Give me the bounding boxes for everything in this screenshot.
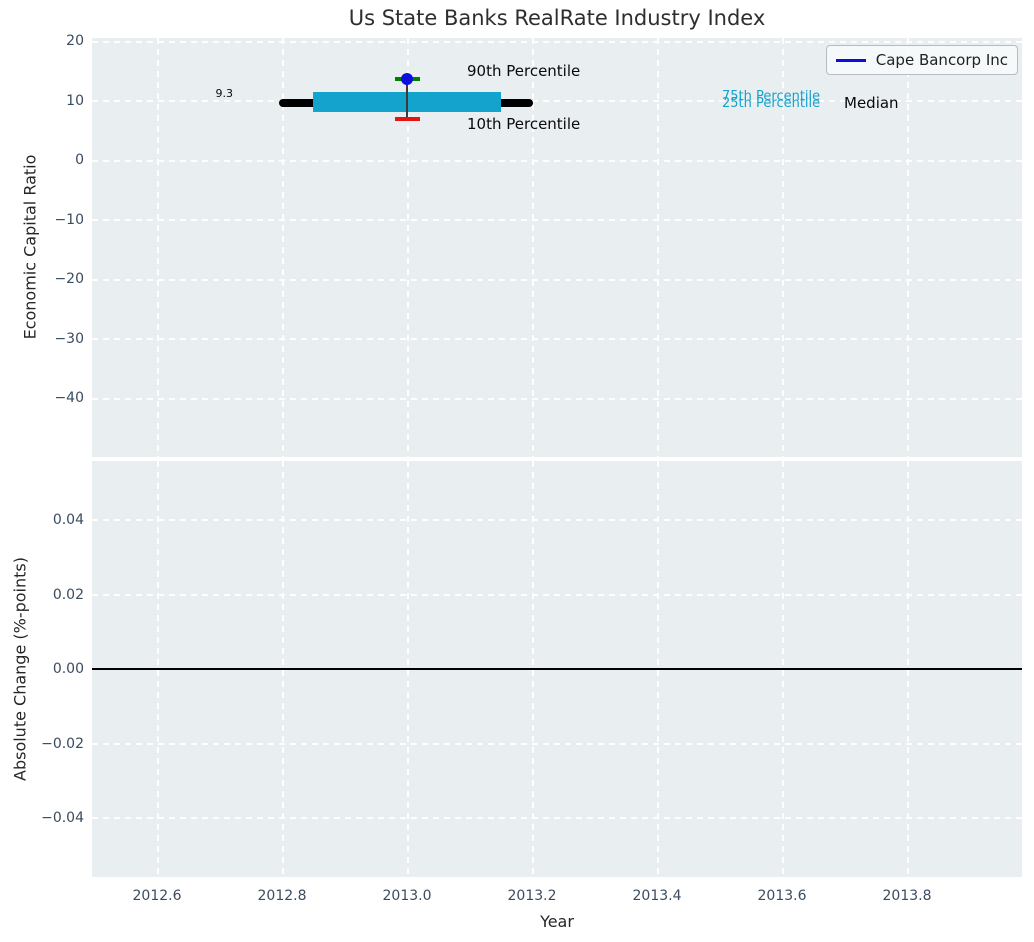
y-tick-label: 20 bbox=[66, 33, 84, 49]
annotation-75th-percentile: 75th Percentile bbox=[722, 89, 821, 104]
gridline bbox=[92, 398, 1022, 400]
gridline bbox=[407, 38, 409, 457]
bottom-axes bbox=[92, 461, 1022, 877]
gridline bbox=[532, 38, 534, 457]
gridline bbox=[92, 743, 1022, 745]
x-tick-label: 2013.0 bbox=[382, 888, 432, 904]
chart-title: Us State Banks RealRate Industry Index bbox=[348, 6, 766, 30]
whisker-line bbox=[406, 79, 408, 120]
gridline bbox=[907, 38, 909, 457]
top-y-axis-label: Economic Capital Ratio bbox=[20, 154, 40, 340]
y-tick-label: 0.04 bbox=[52, 512, 84, 528]
y-tick-label: 0.00 bbox=[52, 661, 84, 677]
gridline bbox=[92, 219, 1022, 221]
legend: Cape Bancorp Inc bbox=[826, 45, 1018, 75]
zero-reference-line bbox=[92, 668, 1022, 670]
x-axis-label: Year bbox=[540, 912, 574, 931]
annotation-median-value: 9.3 bbox=[215, 87, 234, 100]
x-tick-label: 2012.8 bbox=[257, 888, 307, 904]
gridline bbox=[92, 160, 1022, 162]
top-axes: 9.3 90th Percentile 10th Percentile 75th… bbox=[92, 38, 1022, 457]
gridline bbox=[92, 594, 1022, 596]
y-tick-label: −0.02 bbox=[41, 736, 84, 752]
gridline bbox=[92, 817, 1022, 819]
gridline bbox=[92, 100, 1022, 102]
gridline bbox=[92, 41, 1022, 43]
gridline bbox=[157, 38, 159, 457]
x-tick-label: 2013.2 bbox=[507, 888, 557, 904]
gridline bbox=[282, 38, 284, 457]
x-tick-label: 2013.4 bbox=[632, 888, 682, 904]
x-tick-label: 2013.6 bbox=[757, 888, 807, 904]
y-tick-label: −40 bbox=[54, 390, 84, 406]
annotation-median: Median bbox=[844, 94, 899, 112]
y-tick-label: −0.04 bbox=[41, 810, 84, 826]
company-marker bbox=[401, 73, 413, 85]
gridline bbox=[782, 38, 784, 457]
gridline bbox=[657, 38, 659, 457]
annotation-25th-percentile: 25th Percentile bbox=[722, 96, 821, 111]
y-tick-label: −30 bbox=[54, 331, 84, 347]
x-tick-label: 2013.8 bbox=[882, 888, 932, 904]
annotation-10th-percentile: 10th Percentile bbox=[467, 115, 581, 133]
p10-cap bbox=[395, 117, 420, 121]
legend-line-sample bbox=[836, 58, 866, 62]
gridline bbox=[92, 338, 1022, 340]
y-tick-label: 0 bbox=[75, 152, 84, 168]
y-tick-label: −10 bbox=[54, 212, 84, 228]
x-tick-label: 2012.6 bbox=[132, 888, 182, 904]
gridline bbox=[92, 519, 1022, 521]
y-tick-label: 0.02 bbox=[52, 587, 84, 603]
y-tick-label: −20 bbox=[54, 271, 84, 287]
y-tick-label: 10 bbox=[66, 93, 84, 109]
bottom-y-axis-label: Absolute Change (%-points) bbox=[10, 557, 30, 781]
gridline bbox=[92, 279, 1022, 281]
legend-label: Cape Bancorp Inc bbox=[875, 51, 1008, 69]
annotation-90th-percentile: 90th Percentile bbox=[467, 62, 581, 80]
